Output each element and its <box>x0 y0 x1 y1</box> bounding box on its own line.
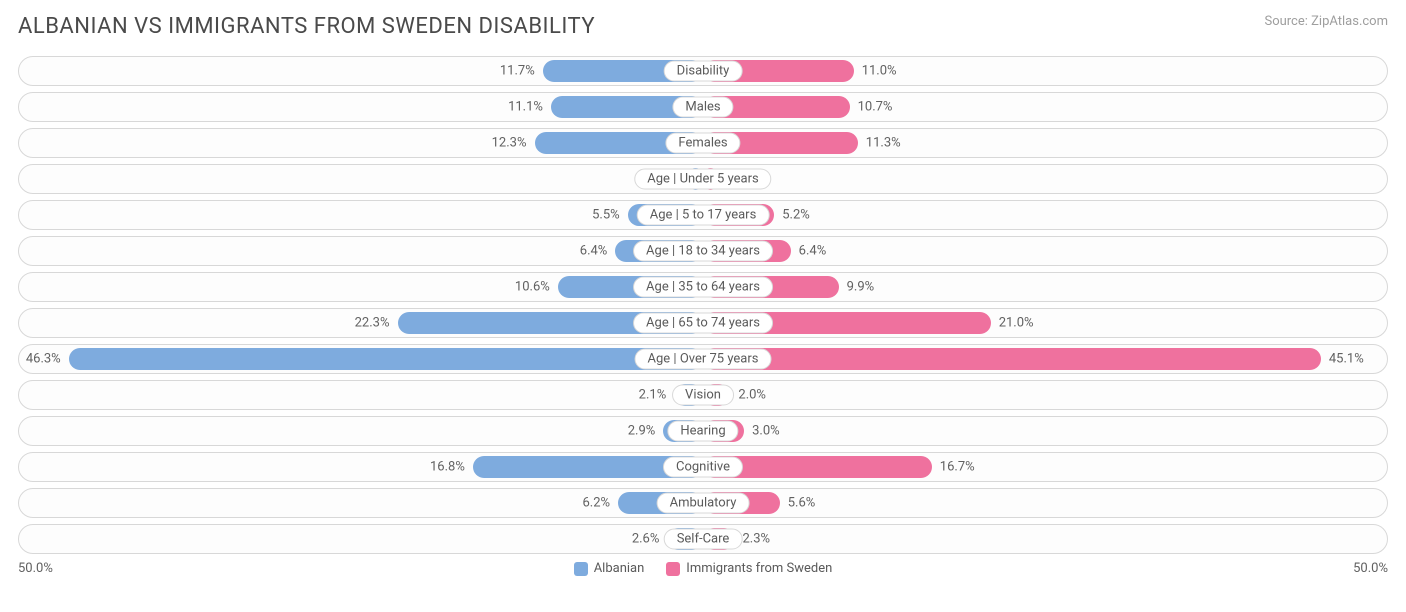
chart-row: 6.4% 6.4% Age | 18 to 34 years <box>18 235 1388 267</box>
legend-label-left: Albanian <box>594 561 645 576</box>
category-label: Age | 5 to 17 years <box>637 205 770 226</box>
value-right: 5.6% <box>788 496 816 511</box>
value-right: 16.7% <box>940 460 975 475</box>
chart-row: 46.3% 45.1% Age | Over 75 years <box>18 343 1388 375</box>
value-right: 2.3% <box>743 532 771 547</box>
value-right: 2.0% <box>738 388 766 403</box>
legend-item-right: Immigrants from Sweden <box>666 561 832 576</box>
value-right: 5.2% <box>782 208 810 223</box>
bar-left <box>69 348 703 370</box>
value-right: 21.0% <box>999 316 1034 331</box>
value-left: 2.1% <box>639 388 667 403</box>
category-label: Age | 18 to 34 years <box>633 241 773 262</box>
chart-row: 2.1% 2.0% Vision <box>18 379 1388 411</box>
chart-footer: 50.0% Albanian Immigrants from Sweden 50… <box>18 561 1388 576</box>
value-left: 22.3% <box>355 316 390 331</box>
category-label: Age | 35 to 64 years <box>633 277 773 298</box>
category-label: Age | Over 75 years <box>635 349 772 370</box>
value-right: 45.1% <box>1329 352 1364 367</box>
chart-row: 1.1%1.1%Age | Under 5 years <box>18 163 1388 195</box>
chart-row: 2.6% 2.3%Self-Care <box>18 523 1388 555</box>
bar-right <box>703 348 1321 370</box>
axis-max-right: 50.0% <box>1353 561 1388 576</box>
value-right: 6.4% <box>799 244 827 259</box>
legend-label-right: Immigrants from Sweden <box>686 561 832 576</box>
diverging-bar-chart: 11.7% 11.0% Disability 11.1% 10.7% Males 12.3%… <box>18 55 1388 555</box>
category-label: Age | Under 5 years <box>634 169 771 190</box>
chart-row: 6.2% 5.6% Ambulatory <box>18 487 1388 519</box>
category-label: Cognitive <box>663 457 743 478</box>
value-right: 11.0% <box>862 64 897 79</box>
category-label: Hearing <box>667 421 738 442</box>
category-label: Self-Care <box>664 529 743 550</box>
value-right: 9.9% <box>847 280 875 295</box>
category-label: Disability <box>664 61 743 82</box>
value-right: 11.3% <box>866 136 901 151</box>
chart-row: 22.3% 21.0% Age | 65 to 74 years <box>18 307 1388 339</box>
chart-row: 5.5% 5.2% Age | 5 to 17 years <box>18 199 1388 231</box>
value-left: 2.9% <box>628 424 656 439</box>
value-left: 6.4% <box>580 244 608 259</box>
value-left: 16.8% <box>430 460 465 475</box>
chart-row: 2.9% 3.0% Hearing <box>18 415 1388 447</box>
chart-header: ALBANIAN VS IMMIGRANTS FROM SWEDEN DISAB… <box>18 14 1388 39</box>
value-left: 12.3% <box>492 136 527 151</box>
category-label: Vision <box>672 385 734 406</box>
value-left: 11.7% <box>500 64 535 79</box>
value-right: 10.7% <box>858 100 893 115</box>
chart-title: ALBANIAN VS IMMIGRANTS FROM SWEDEN DISAB… <box>18 14 595 39</box>
category-label: Ambulatory <box>657 493 750 514</box>
category-label: Females <box>665 133 740 154</box>
chart-source: Source: ZipAtlas.com <box>1264 14 1388 29</box>
chart-row: 11.7% 11.0% Disability <box>18 55 1388 87</box>
chart-row: 11.1% 10.7% Males <box>18 91 1388 123</box>
category-label: Age | 65 to 74 years <box>633 313 773 334</box>
value-left: 46.3% <box>26 352 61 367</box>
legend-swatch-left <box>574 562 588 576</box>
chart-row: 12.3% 11.3% Females <box>18 127 1388 159</box>
legend-swatch-right <box>666 562 680 576</box>
value-left: 10.6% <box>515 280 550 295</box>
legend: Albanian Immigrants from Sweden <box>574 561 833 576</box>
value-right: 3.0% <box>752 424 780 439</box>
value-left: 5.5% <box>592 208 620 223</box>
legend-item-left: Albanian <box>574 561 645 576</box>
chart-row: 10.6% 9.9% Age | 35 to 64 years <box>18 271 1388 303</box>
category-label: Males <box>672 97 733 118</box>
chart-row: 16.8% 16.7% Cognitive <box>18 451 1388 483</box>
value-left: 6.2% <box>583 496 611 511</box>
axis-max-left: 50.0% <box>18 561 53 576</box>
value-left: 2.6% <box>632 532 660 547</box>
value-left: 11.1% <box>508 100 543 115</box>
